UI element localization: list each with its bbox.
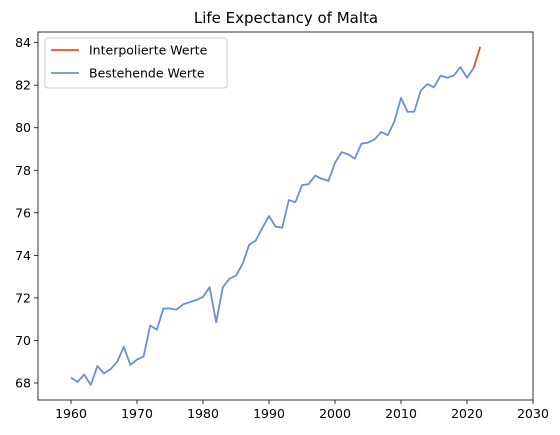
- y-tick-label: 84: [15, 35, 31, 50]
- y-tick-label: 74: [15, 248, 31, 263]
- x-tick-label: 1970: [121, 406, 153, 421]
- y-axis: 68 70 72 74 76 78 80 82 84: [15, 35, 38, 390]
- x-tick-label: 2030: [517, 406, 549, 421]
- y-tick-label: 70: [15, 333, 31, 348]
- x-tick-label: 2020: [451, 406, 483, 421]
- y-tick-label: 80: [15, 120, 31, 135]
- series-line-1: [70, 66, 475, 387]
- legend: Interpolierte Werte Bestehende Werte: [44, 37, 228, 89]
- series-line-0: [472, 46, 482, 69]
- y-tick-label: 72: [15, 290, 31, 305]
- legend-label: Bestehende Werte: [89, 66, 205, 81]
- y-tick-label: 68: [15, 375, 31, 390]
- x-tick-label: 1960: [55, 406, 87, 421]
- y-tick-label: 78: [15, 163, 31, 178]
- x-tick-label: 1990: [253, 406, 285, 421]
- plot-area: [37, 31, 534, 401]
- plot-frame: [37, 31, 534, 401]
- x-tick-label: 2000: [319, 406, 351, 421]
- legend-label: Interpolierte Werte: [89, 43, 208, 58]
- chart-title: Life Expectancy of Malta: [194, 9, 378, 27]
- x-tick-label: 2010: [385, 406, 417, 421]
- y-tick-label: 76: [15, 205, 31, 220]
- legend-box: [44, 37, 228, 89]
- x-axis: 1960 1970 1980 1990 2000 2010 2020 2030: [55, 400, 549, 421]
- series-layer: [70, 46, 482, 387]
- y-tick-label: 82: [15, 78, 31, 93]
- x-tick-label: 1980: [187, 406, 219, 421]
